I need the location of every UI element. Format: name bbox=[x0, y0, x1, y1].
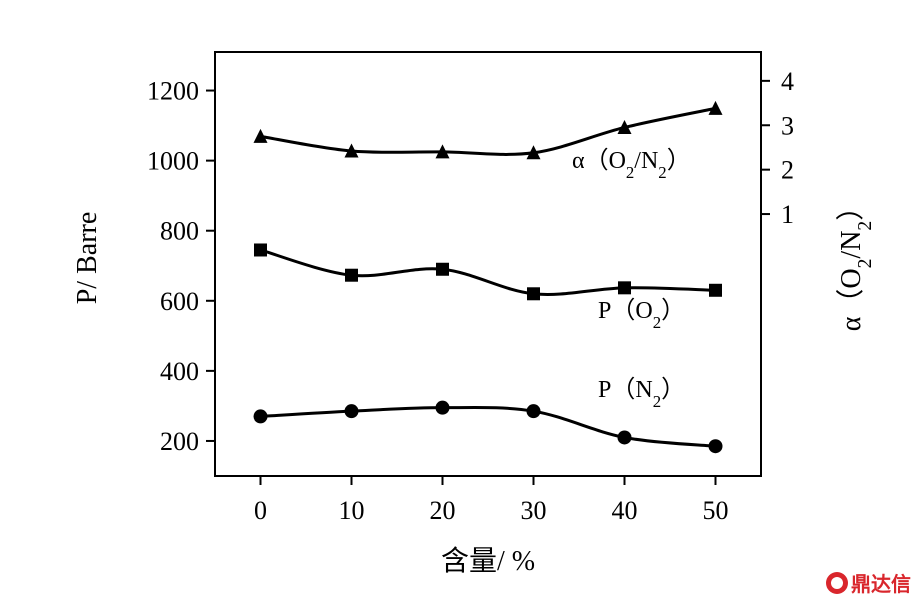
data-point-square bbox=[436, 262, 449, 276]
y-tick-label: 600 bbox=[160, 287, 199, 316]
y2-tick-label: 2 bbox=[781, 156, 794, 185]
data-point-circle bbox=[617, 430, 632, 445]
x-tick-label: 30 bbox=[521, 496, 547, 525]
y-tick-label: 800 bbox=[160, 217, 199, 246]
brand-logo-icon bbox=[826, 571, 848, 594]
data-point-circle bbox=[708, 439, 723, 454]
y2-tick-label: 3 bbox=[781, 111, 794, 140]
x-tick-label: 20 bbox=[430, 496, 456, 525]
data-point-square bbox=[709, 283, 722, 297]
x-tick-label: 50 bbox=[703, 496, 729, 525]
data-point-circle bbox=[526, 404, 541, 419]
x-tick-label: 0 bbox=[254, 496, 267, 525]
x-tick-label: 10 bbox=[339, 496, 365, 525]
data-point-triangle bbox=[526, 145, 541, 160]
watermark-text: 鼎达信 bbox=[851, 572, 911, 596]
series-line bbox=[260, 405, 716, 448]
data-point-triangle bbox=[708, 100, 723, 115]
y-tick-label: 200 bbox=[160, 427, 199, 456]
data-point-triangle bbox=[435, 144, 450, 159]
data-point-circle bbox=[344, 404, 359, 419]
x-tick-label: 40 bbox=[612, 496, 638, 525]
y-tick-label: 400 bbox=[160, 357, 199, 386]
plot-frame bbox=[214, 51, 762, 477]
data-point-circle bbox=[253, 409, 268, 424]
series-label: P（O2） bbox=[598, 298, 685, 332]
y-tick-label: 1200 bbox=[147, 77, 199, 106]
data-point-circle bbox=[435, 400, 450, 415]
series-line bbox=[260, 106, 716, 156]
data-point-square bbox=[527, 287, 540, 301]
series-layer bbox=[253, 100, 723, 454]
data-point-square bbox=[618, 281, 631, 295]
data-point-triangle bbox=[253, 128, 268, 143]
series-square bbox=[254, 243, 722, 301]
series-line bbox=[260, 248, 716, 296]
x-axis-title: 含量/ % bbox=[441, 545, 535, 577]
data-point-square bbox=[254, 243, 267, 257]
watermark: 鼎达信 bbox=[826, 568, 911, 597]
series-circle bbox=[253, 400, 723, 454]
series-triangle bbox=[253, 100, 723, 160]
y2-tick-label: 1 bbox=[781, 200, 794, 229]
series-label: P（N2） bbox=[598, 377, 685, 411]
y-axis-title: P/ Barre bbox=[72, 212, 103, 305]
label-layer: 含量/ % P/ Barre α（O2/N2） α（O2/N2） P（O2） P（N2） bbox=[72, 148, 876, 577]
data-point-triangle bbox=[617, 119, 632, 134]
y2-axis-title: α（O2/N2） bbox=[835, 193, 876, 332]
series-label: α（O2/N2） bbox=[572, 148, 691, 182]
data-point-square bbox=[345, 268, 358, 282]
y-tick-label: 1000 bbox=[147, 147, 199, 176]
data-point-triangle bbox=[344, 143, 359, 158]
y2-tick-label: 4 bbox=[781, 67, 794, 96]
